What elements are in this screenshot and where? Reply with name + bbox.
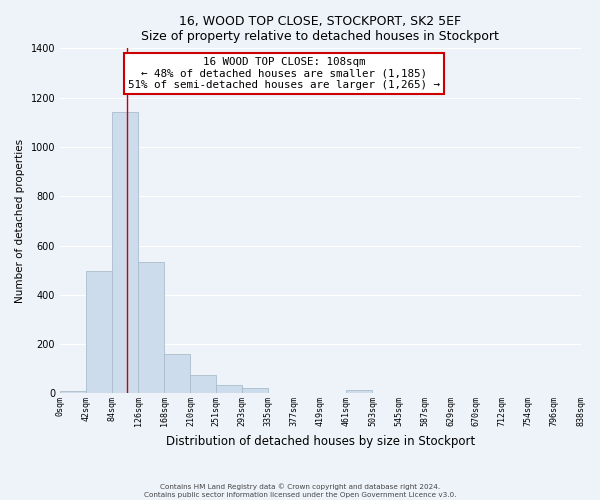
Title: 16, WOOD TOP CLOSE, STOCKPORT, SK2 5EF
Size of property relative to detached hou: 16, WOOD TOP CLOSE, STOCKPORT, SK2 5EF S… (142, 15, 499, 43)
Bar (242, 388, 268, 394)
Bar (190, 375, 216, 394)
Y-axis label: Number of detached properties: Number of detached properties (15, 139, 25, 303)
Bar (216, 385, 242, 394)
Bar (346, 390, 373, 394)
Bar (86, 272, 112, 394)
Text: Contains HM Land Registry data © Crown copyright and database right 2024.
Contai: Contains HM Land Registry data © Crown c… (144, 484, 456, 498)
Bar (164, 354, 190, 394)
X-axis label: Distribution of detached houses by size in Stockport: Distribution of detached houses by size … (166, 434, 475, 448)
Bar (60, 391, 86, 394)
Bar (138, 262, 164, 394)
Bar (112, 112, 138, 394)
Text: 16 WOOD TOP CLOSE: 108sqm
← 48% of detached houses are smaller (1,185)
51% of se: 16 WOOD TOP CLOSE: 108sqm ← 48% of detac… (128, 57, 440, 90)
